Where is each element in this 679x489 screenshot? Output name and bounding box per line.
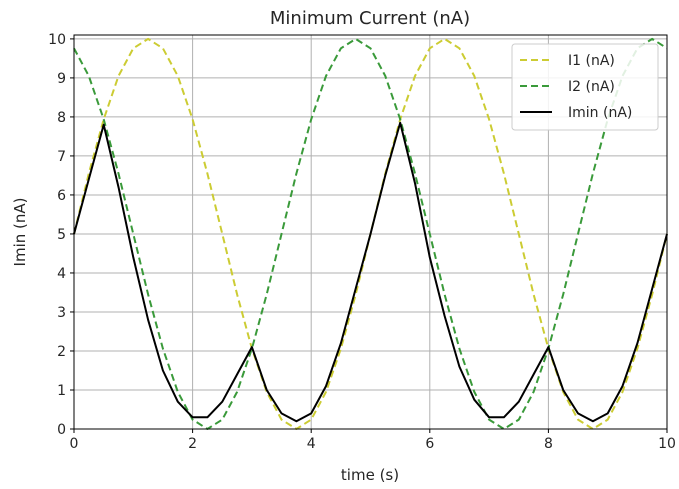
series-layer bbox=[73, 37, 668, 430]
x-tick-label: 0 bbox=[70, 436, 79, 452]
y-tick-label: 10 bbox=[48, 32, 66, 48]
y-tick-label: 8 bbox=[57, 110, 66, 126]
legend-label: Imin (nA) bbox=[568, 105, 632, 121]
x-tick-label: 2 bbox=[188, 436, 197, 452]
y-tick-label: 2 bbox=[57, 344, 66, 360]
y-axis-label: Imin (nA) bbox=[11, 198, 29, 267]
series-line-1 bbox=[73, 37, 668, 430]
x-tick-label: 10 bbox=[658, 436, 676, 452]
y-tick-label: 7 bbox=[57, 149, 66, 165]
y-tick-label: 0 bbox=[57, 422, 66, 438]
y-tick-label: 9 bbox=[57, 71, 66, 87]
x-tick-label: 8 bbox=[544, 436, 553, 452]
series-line-2 bbox=[73, 121, 668, 423]
legend-label: I2 (nA) bbox=[568, 79, 615, 95]
ticks: 0 2 4 6 8 10 0 1 2 3 4 5 6 7 8 9 10 bbox=[48, 32, 676, 452]
plot-frame bbox=[73, 34, 668, 430]
x-tick-label: 6 bbox=[425, 436, 434, 452]
x-axis-label: time (s) bbox=[341, 466, 399, 484]
legend-label: I1 (nA) bbox=[568, 53, 615, 69]
y-tick-label: 3 bbox=[57, 305, 66, 321]
y-tick-label: 1 bbox=[57, 383, 66, 399]
x-tick-label: 4 bbox=[307, 436, 316, 452]
y-tick-label: 6 bbox=[57, 188, 66, 204]
y-tick-label: 4 bbox=[57, 266, 66, 282]
legend: I1 (nA) I2 (nA) Imin (nA) bbox=[511, 43, 659, 131]
chart-title: Minimum Current (nA) bbox=[270, 8, 470, 29]
y-tick-label: 5 bbox=[57, 227, 66, 243]
legend-box bbox=[511, 43, 659, 131]
